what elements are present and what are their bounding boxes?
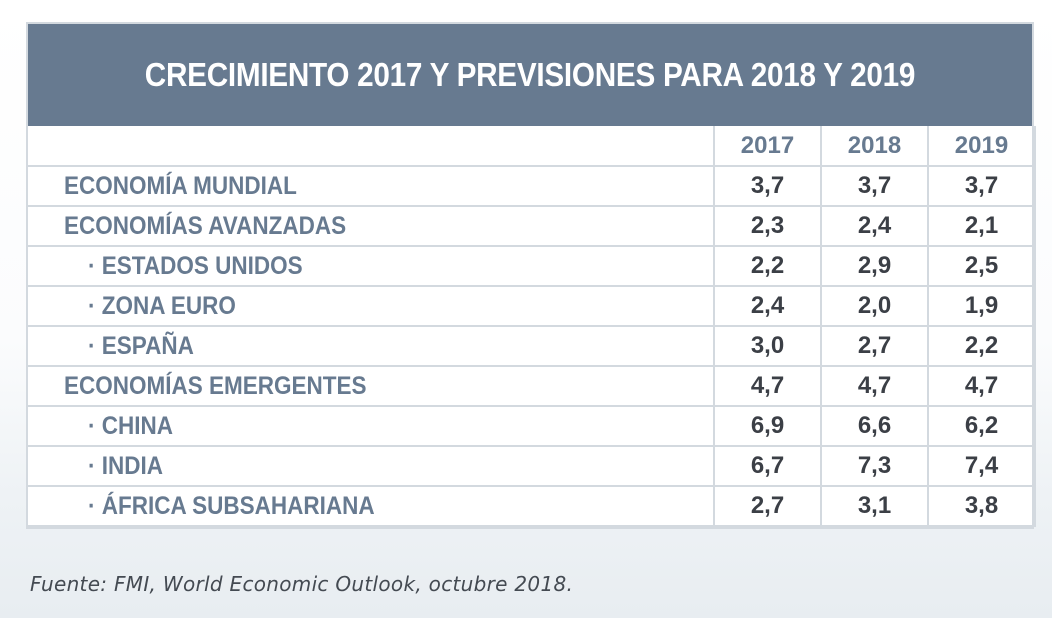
cell-value: 6,9 (713, 405, 822, 447)
row-label: ECONOMÍA MUNDIAL (28, 165, 715, 207)
cell-value: 4,7 (927, 365, 1036, 407)
row-label: ECONOMÍAS EMERGENTES (28, 365, 715, 407)
cell-value: 3,8 (927, 485, 1036, 527)
cell-value: 2,9 (820, 245, 929, 287)
table-row: · ESPAÑA 3,0 2,7 2,2 (28, 325, 1036, 367)
cell-value: 4,7 (820, 365, 929, 407)
cell-value: 3,7 (927, 165, 1036, 207)
cell-value: 3,1 (820, 485, 929, 527)
cell-value: 7,3 (820, 445, 929, 487)
cell-value: 2,2 (713, 245, 822, 287)
cell-value: 6,7 (713, 445, 822, 487)
title-bar: CRECIMIENTO 2017 Y PREVISIONES PARA 2018… (28, 24, 1032, 126)
table-row: · CHINA 6,9 6,6 6,2 (28, 405, 1036, 447)
column-header-2019: 2019 (927, 126, 1036, 167)
header-blank-cell (28, 126, 715, 167)
row-label: · ÁFRICA SUBSAHARIANA (28, 485, 715, 527)
cell-value: 2,7 (713, 485, 822, 527)
row-label: · INDIA (28, 445, 715, 487)
cell-value: 2,7 (820, 325, 929, 367)
growth-table: 2017 2018 2019 ECONOMÍA MUNDIAL 3,7 3,7 … (28, 126, 1036, 527)
table-row: · ZONA EURO 2,4 2,0 1,9 (28, 285, 1036, 327)
cell-value: 2,4 (713, 285, 822, 327)
source-note: Fuente: FMI, World Economic Outlook, oct… (30, 572, 574, 596)
cell-value: 6,6 (820, 405, 929, 447)
row-label: · ESTADOS UNIDOS (28, 245, 715, 287)
cell-value: 1,9 (927, 285, 1036, 327)
cell-value: 3,0 (713, 325, 822, 367)
cell-value: 3,7 (820, 165, 929, 207)
table-title: CRECIMIENTO 2017 Y PREVISIONES PARA 2018… (144, 56, 916, 93)
cell-value: 2,4 (820, 205, 929, 247)
row-label: · CHINA (28, 405, 715, 447)
table-row: · INDIA 6,7 7,3 7,4 (28, 445, 1036, 487)
table-row: · ESTADOS UNIDOS 2,2 2,9 2,5 (28, 245, 1036, 287)
growth-table-panel: CRECIMIENTO 2017 Y PREVISIONES PARA 2018… (26, 22, 1036, 529)
cell-value: 4,7 (713, 365, 822, 407)
cell-value: 6,2 (927, 405, 1036, 447)
cell-value: 2,2 (927, 325, 1036, 367)
row-label: · ZONA EURO (28, 285, 715, 327)
row-label: ECONOMÍAS AVANZADAS (28, 205, 715, 247)
cell-value: 2,5 (927, 245, 1036, 287)
cell-value: 2,3 (713, 205, 822, 247)
column-header-2018: 2018 (820, 126, 929, 167)
cell-value: 2,0 (820, 285, 929, 327)
column-header-2017: 2017 (713, 126, 822, 167)
header-row: 2017 2018 2019 (28, 126, 1036, 167)
cell-value: 3,7 (713, 165, 822, 207)
cell-value: 7,4 (927, 445, 1036, 487)
table-row: ECONOMÍAS EMERGENTES 4,7 4,7 4,7 (28, 365, 1036, 407)
row-label: · ESPAÑA (28, 325, 715, 367)
table-row: ECONOMÍAS AVANZADAS 2,3 2,4 2,1 (28, 205, 1036, 247)
table-row: ECONOMÍA MUNDIAL 3,7 3,7 3,7 (28, 165, 1036, 207)
table-row: · ÁFRICA SUBSAHARIANA 2,7 3,1 3,8 (28, 485, 1036, 527)
cell-value: 2,1 (927, 205, 1036, 247)
